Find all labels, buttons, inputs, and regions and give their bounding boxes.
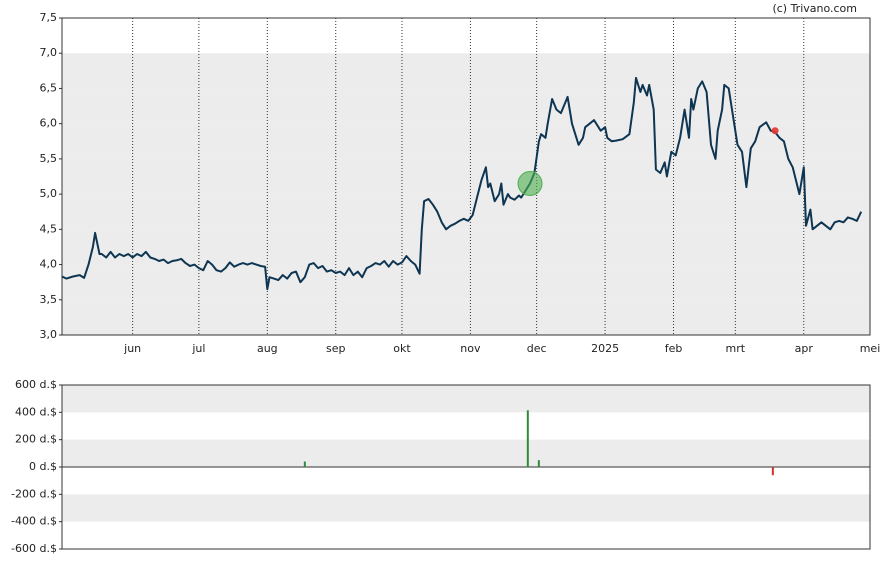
x-tick-label: okt (393, 342, 411, 355)
x-tick-label: jul (191, 342, 205, 355)
x-tick-label: dec (527, 342, 547, 355)
bar (526, 410, 529, 467)
x-tick-label: apr (795, 342, 814, 355)
bar (303, 461, 306, 467)
trade-marker (771, 127, 779, 135)
y-tick-label: 6,5 (40, 81, 58, 94)
x-tick-label: mrt (726, 342, 746, 355)
y-tick-label: 5,0 (40, 187, 58, 200)
price-line (61, 76, 863, 291)
x-tick-label: mei (860, 342, 881, 355)
grid-band (62, 264, 870, 300)
y-tick-label: 7,0 (40, 46, 58, 59)
y-tick-label: -200 d.$ (11, 487, 57, 500)
bar (771, 467, 774, 476)
grid-band (62, 229, 870, 265)
y-tick-label: 5,5 (40, 152, 58, 165)
plot-frame (61, 17, 871, 336)
y-tick-label: 4,0 (40, 258, 58, 271)
grid-band (62, 194, 870, 230)
y-tick-label: 3,0 (40, 328, 58, 341)
x-tick-label: nov (460, 342, 481, 355)
y-tick-label: 3,5 (40, 293, 58, 306)
grid-band (62, 158, 870, 195)
y-tick-label: 6,0 (40, 117, 58, 130)
x-tick-label: sep (326, 342, 345, 355)
grid-band (62, 88, 870, 124)
x-tick-label: aug (257, 342, 278, 355)
y-tick-label: 0 d.$ (29, 460, 57, 473)
y-tick-label: 200 d.$ (15, 433, 57, 446)
x-tick-label: feb (665, 342, 683, 355)
y-tick-label: 600 d.$ (15, 378, 57, 391)
grid-band (62, 53, 870, 89)
bar (537, 460, 540, 467)
y-tick-label: 4,5 (40, 222, 58, 235)
grid-band (62, 439, 870, 467)
trade-marker (517, 171, 543, 197)
y-tick-label: 7,5 (40, 11, 58, 24)
x-tick-label: 2025 (591, 342, 619, 355)
source: (c) Trivano.com (772, 2, 857, 15)
grid-band (62, 123, 870, 159)
y-tick-label: -600 d.$ (11, 542, 57, 555)
grid-band (62, 385, 870, 413)
x-tick-label: jun (123, 342, 141, 355)
grid-band (62, 494, 870, 522)
grid-band (62, 299, 870, 335)
y-tick-label: 400 d.$ (15, 405, 57, 418)
y-tick-label: -400 d.$ (11, 515, 57, 528)
